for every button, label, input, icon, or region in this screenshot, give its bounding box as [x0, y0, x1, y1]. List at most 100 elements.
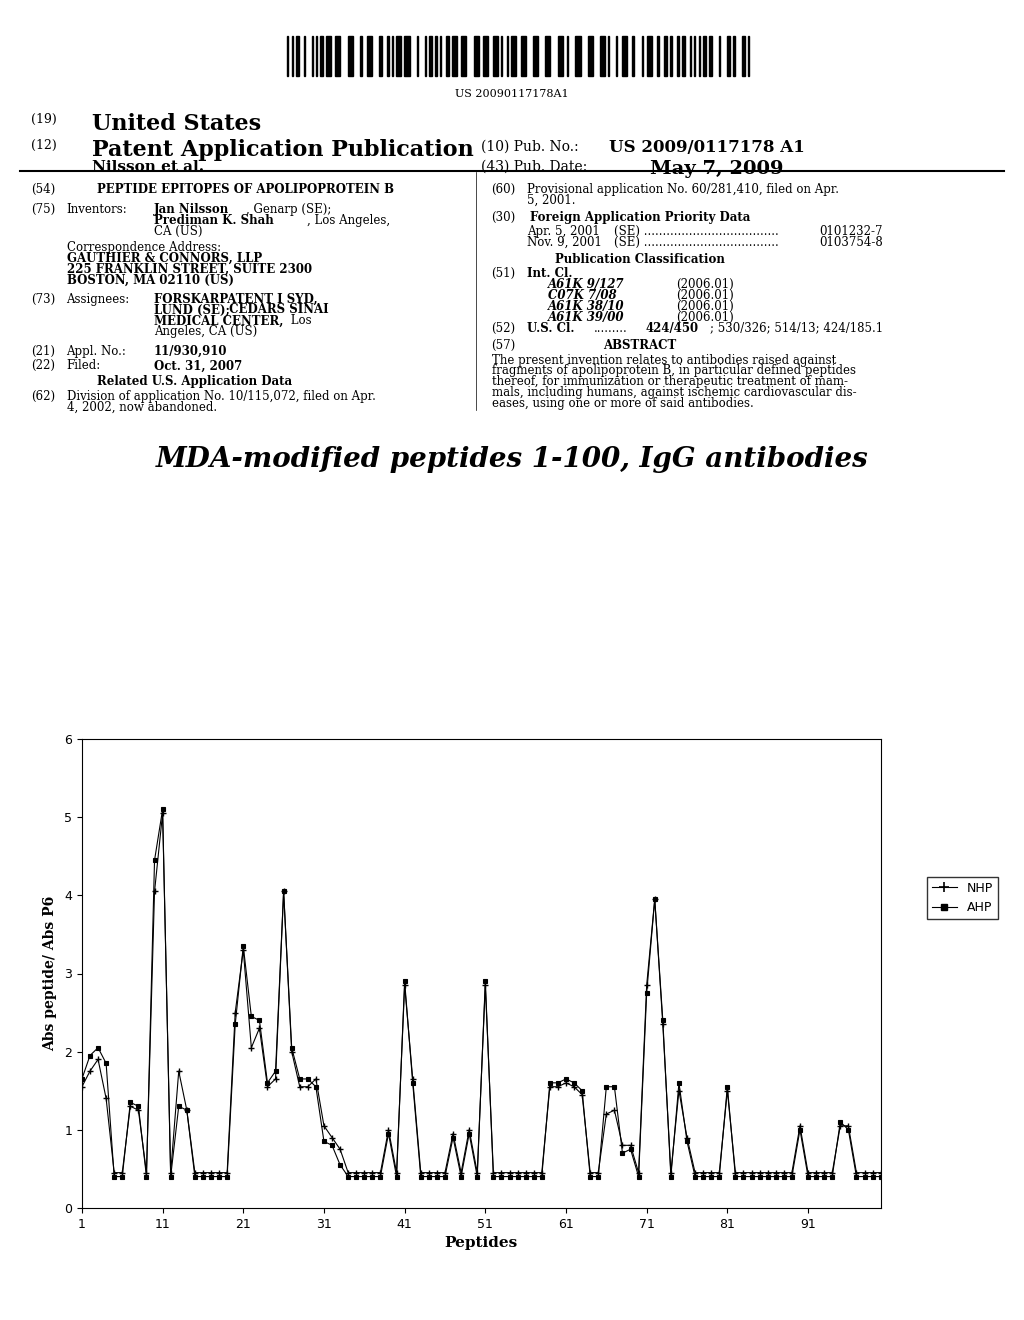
Text: (73): (73)	[31, 293, 55, 305]
Text: Angeles, CA (US): Angeles, CA (US)	[154, 325, 257, 338]
Text: , Genarp (SE);: , Genarp (SE);	[246, 203, 331, 216]
Text: CA (US): CA (US)	[154, 224, 202, 238]
Line: AHP: AHP	[80, 807, 883, 1179]
Text: Apr. 5, 2001: Apr. 5, 2001	[527, 224, 600, 238]
Bar	[387, 36, 389, 77]
Text: (2006.01): (2006.01)	[676, 279, 733, 290]
Bar	[348, 36, 353, 77]
Text: Nov. 9, 2001: Nov. 9, 2001	[527, 236, 602, 249]
Bar	[429, 36, 432, 77]
Text: The present invention relates to antibodies raised against: The present invention relates to antibod…	[492, 354, 836, 367]
Text: Oct. 31, 2007: Oct. 31, 2007	[154, 359, 242, 372]
Bar	[462, 36, 467, 77]
Text: Foreign Application Priority Data: Foreign Application Priority Data	[529, 210, 751, 223]
Text: Correspondence Address:: Correspondence Address:	[67, 242, 221, 253]
Bar	[664, 36, 667, 77]
Bar	[521, 36, 526, 77]
Text: 4, 2002, now abandoned.: 4, 2002, now abandoned.	[67, 401, 217, 413]
Text: (75): (75)	[31, 203, 55, 216]
Bar	[396, 36, 401, 77]
Bar	[616, 36, 617, 77]
Bar	[293, 36, 294, 77]
Text: United States: United States	[92, 112, 261, 135]
Text: eases, using one or more of said antibodies.: eases, using one or more of said antibod…	[492, 397, 754, 411]
Bar	[657, 36, 659, 77]
Bar	[641, 36, 643, 77]
Text: .........: .........	[594, 322, 628, 334]
Text: Patent Application Publication: Patent Application Publication	[92, 140, 474, 161]
Bar	[446, 36, 449, 77]
AHP	[568, 1074, 581, 1090]
Text: (12): (12)	[31, 140, 56, 152]
NHP	[278, 883, 290, 899]
Bar	[297, 36, 299, 77]
Text: A61K 38/10: A61K 38/10	[548, 300, 625, 313]
Text: 11/930,910: 11/930,910	[154, 345, 227, 358]
Text: (43) Pub. Date:: (43) Pub. Date:	[481, 160, 588, 174]
Bar	[435, 36, 437, 77]
Bar	[507, 36, 508, 77]
AHP	[76, 1071, 88, 1086]
Text: mals, including humans, against ischemic cardiovascular dis-: mals, including humans, against ischemic…	[492, 387, 856, 399]
Bar	[748, 36, 749, 77]
Bar	[677, 36, 679, 77]
Bar	[693, 36, 694, 77]
Bar	[727, 36, 729, 77]
Bar	[425, 36, 426, 77]
Bar	[699, 36, 700, 77]
NHP	[874, 1164, 887, 1180]
Text: Appl. No.:: Appl. No.:	[67, 345, 126, 358]
Text: 0103754-8: 0103754-8	[819, 236, 883, 249]
Text: Int. Cl.: Int. Cl.	[527, 267, 572, 280]
Bar	[632, 36, 635, 77]
Text: Assignees:: Assignees:	[67, 293, 130, 305]
Text: FORSKARPATENT I SYD,: FORSKARPATENT I SYD,	[154, 293, 317, 305]
Text: A61K 39/00: A61K 39/00	[548, 310, 625, 323]
Text: Publication Classification: Publication Classification	[555, 252, 725, 265]
AHP	[157, 801, 169, 817]
Bar	[567, 36, 568, 77]
Text: 0101232-7: 0101232-7	[819, 224, 883, 238]
Bar	[682, 36, 685, 77]
Text: MDA-modified peptides 1-100, IgG antibodies: MDA-modified peptides 1-100, IgG antibod…	[156, 446, 868, 474]
Bar	[534, 36, 539, 77]
Line: NHP: NHP	[79, 810, 884, 1176]
Text: MEDICAL CENTER,: MEDICAL CENTER,	[154, 314, 283, 327]
Bar	[703, 36, 706, 77]
Text: ; 530/326; 514/13; 424/185.1: ; 530/326; 514/13; 424/185.1	[710, 322, 883, 334]
Text: PEPTIDE EPITOPES OF APOLIPOPROTEIN B: PEPTIDE EPITOPES OF APOLIPOPROTEIN B	[97, 183, 394, 195]
NHP	[504, 1164, 516, 1180]
NHP	[245, 1040, 257, 1056]
Bar	[326, 36, 331, 77]
Bar	[600, 36, 605, 77]
Text: CEDARS SINAI: CEDARS SINAI	[225, 304, 329, 317]
AHP	[874, 1168, 887, 1184]
NHP	[109, 1164, 121, 1180]
Text: (19): (19)	[31, 112, 56, 125]
Text: US 2009/0117178 A1: US 2009/0117178 A1	[609, 140, 805, 156]
Y-axis label: Abs peptide/ Abs P6: Abs peptide/ Abs P6	[43, 896, 57, 1051]
Text: Jan Nilsson: Jan Nilsson	[154, 203, 228, 216]
Text: (54): (54)	[31, 183, 55, 195]
Text: (SE) ....................................: (SE) ...................................…	[614, 236, 779, 249]
NHP	[826, 1164, 839, 1180]
Text: (62): (62)	[31, 389, 55, 403]
Text: (10) Pub. No.:: (10) Pub. No.:	[481, 140, 579, 153]
NHP	[568, 1078, 581, 1094]
Bar	[719, 36, 720, 77]
Bar	[440, 36, 441, 77]
Text: , Los Angeles,: , Los Angeles,	[307, 214, 390, 227]
Text: Prediman K. Shah: Prediman K. Shah	[154, 214, 273, 227]
Text: GAUTHIER & CONNORS, LLP: GAUTHIER & CONNORS, LLP	[67, 252, 262, 265]
Text: BOSTON, MA 02110 (US): BOSTON, MA 02110 (US)	[67, 273, 233, 286]
AHP	[850, 1168, 862, 1184]
Bar	[404, 36, 410, 77]
AHP	[109, 1168, 121, 1184]
Text: A61K 9/127: A61K 9/127	[548, 279, 625, 290]
Text: 424/450: 424/450	[645, 322, 698, 334]
Bar	[304, 36, 305, 77]
Bar	[483, 36, 488, 77]
Bar	[647, 36, 652, 77]
Bar	[474, 36, 479, 77]
Text: (57): (57)	[492, 339, 516, 352]
